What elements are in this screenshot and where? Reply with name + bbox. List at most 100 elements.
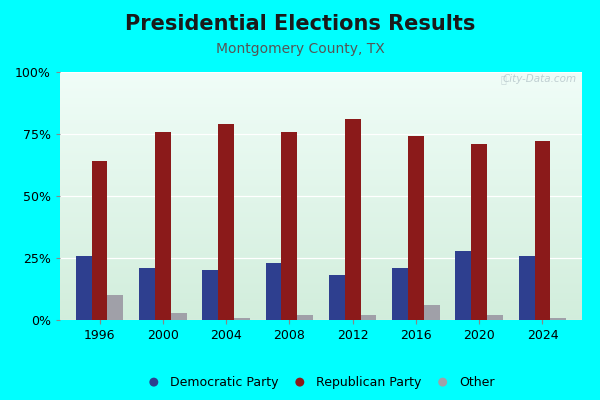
Bar [60,77,582,78]
Bar [471,144,487,320]
Bar [60,106,582,107]
Bar [60,146,582,148]
Bar [60,97,582,98]
Bar [60,289,582,290]
Bar [60,148,582,149]
Bar [60,154,582,155]
Bar [60,92,582,93]
Bar [60,180,582,181]
Bar [60,169,582,170]
Bar [60,274,582,275]
Bar [60,188,582,190]
Bar [60,184,582,185]
Bar [60,232,582,233]
Bar [60,306,582,308]
Bar [60,195,582,196]
Bar [60,315,582,316]
Bar [60,91,582,92]
Bar [60,179,582,180]
Bar [60,151,582,152]
Bar [60,290,582,292]
Legend: Democratic Party, Republican Party, Other: Democratic Party, Republican Party, Othe… [143,371,499,394]
Bar [60,102,582,103]
Bar [60,197,582,198]
Bar [60,100,582,102]
Bar [76,256,92,320]
Bar [60,242,582,243]
Bar [60,302,582,303]
Bar [60,99,582,100]
Bar [60,310,582,311]
Bar [487,315,503,320]
Bar [60,224,582,226]
Bar [60,107,582,108]
Bar [60,288,582,289]
Bar [266,263,281,320]
Bar [60,72,582,73]
Bar [60,182,582,184]
Bar [60,220,582,221]
Bar [60,278,582,279]
Bar [60,93,582,94]
Bar [60,178,582,179]
Bar [60,319,582,320]
Bar [535,142,550,320]
Bar [60,293,582,294]
Bar [60,117,582,118]
Bar [60,145,582,146]
Bar [60,138,582,139]
Bar [60,296,582,298]
Bar [60,273,582,274]
Text: ⦿: ⦿ [500,74,506,84]
Bar [60,294,582,295]
Bar [60,156,582,158]
Bar [329,275,345,320]
Bar [60,311,582,312]
Text: Presidential Elections Results: Presidential Elections Results [125,14,475,34]
Bar [60,201,582,202]
Bar [60,305,582,306]
Bar [60,264,582,266]
Bar [60,115,582,117]
Bar [60,241,582,242]
Bar [60,175,582,176]
Bar [392,268,408,320]
Bar [60,161,582,162]
Bar [60,144,582,145]
Bar [60,280,582,282]
Bar [60,268,582,269]
Bar [60,318,582,319]
Bar [139,268,155,320]
Bar [60,81,582,82]
Bar [60,166,582,168]
Bar [60,312,582,314]
Bar [60,314,582,315]
Bar [171,312,187,320]
Bar [218,124,234,320]
Bar [60,226,582,227]
Bar [60,237,582,238]
Bar [60,309,582,310]
Bar [60,223,582,224]
Bar [60,192,582,194]
Bar [60,304,582,305]
Bar [60,243,582,244]
Bar [60,118,582,119]
Bar [60,246,582,247]
Bar [60,109,582,110]
Bar [60,267,582,268]
Bar [60,277,582,278]
Bar [60,98,582,99]
Bar [60,96,582,97]
Bar [60,214,582,216]
Bar [60,191,582,192]
Bar [60,257,582,258]
Bar [60,155,582,156]
Bar [60,89,582,91]
Bar [60,248,582,249]
Bar [60,124,582,125]
Bar [550,318,566,320]
Bar [60,244,582,246]
Bar [60,160,582,161]
Bar [60,119,582,120]
